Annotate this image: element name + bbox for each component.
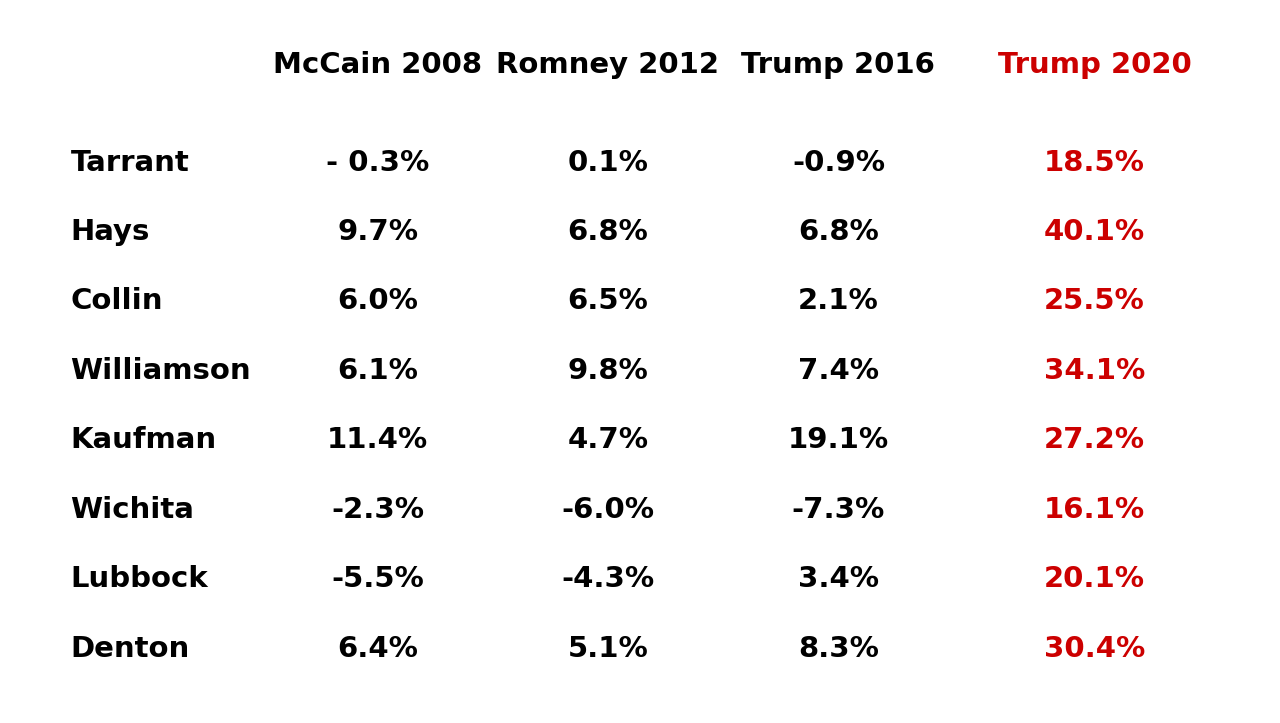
Text: 2.1%: 2.1%	[797, 288, 879, 315]
Text: 3.4%: 3.4%	[797, 565, 879, 593]
Text: 9.7%: 9.7%	[337, 218, 419, 246]
Text: Hays: Hays	[70, 218, 150, 246]
Text: 9.8%: 9.8%	[567, 357, 649, 385]
Text: 7.4%: 7.4%	[797, 357, 879, 385]
Text: Denton: Denton	[70, 635, 189, 662]
Text: 20.1%: 20.1%	[1044, 565, 1144, 593]
Text: 25.5%: 25.5%	[1044, 288, 1144, 315]
Text: 16.1%: 16.1%	[1043, 496, 1146, 523]
Text: 6.8%: 6.8%	[797, 218, 879, 246]
Text: -6.0%: -6.0%	[562, 496, 654, 523]
Text: Trump 2020: Trump 2020	[997, 51, 1192, 79]
Text: -2.3%: -2.3%	[332, 496, 424, 523]
Text: Wichita: Wichita	[70, 496, 195, 523]
Text: 6.4%: 6.4%	[337, 635, 419, 662]
Text: -7.3%: -7.3%	[792, 496, 884, 523]
Text: Williamson: Williamson	[70, 357, 251, 385]
Text: Trump 2016: Trump 2016	[741, 51, 936, 79]
Text: -4.3%: -4.3%	[562, 565, 654, 593]
Text: 30.4%: 30.4%	[1043, 635, 1146, 662]
Text: Collin: Collin	[70, 288, 163, 315]
Text: 0.1%: 0.1%	[567, 149, 649, 176]
Text: 6.0%: 6.0%	[337, 288, 419, 315]
Text: 19.1%: 19.1%	[787, 427, 890, 454]
Text: 11.4%: 11.4%	[326, 427, 429, 454]
Text: 34.1%: 34.1%	[1043, 357, 1146, 385]
Text: 8.3%: 8.3%	[797, 635, 879, 662]
Text: Romney 2012: Romney 2012	[497, 51, 719, 79]
Text: 27.2%: 27.2%	[1044, 427, 1144, 454]
Text: 5.1%: 5.1%	[567, 635, 649, 662]
Text: Tarrant: Tarrant	[70, 149, 189, 176]
Text: McCain 2008: McCain 2008	[273, 51, 483, 79]
Text: 4.7%: 4.7%	[567, 427, 649, 454]
Text: 6.1%: 6.1%	[337, 357, 419, 385]
Text: 40.1%: 40.1%	[1043, 218, 1146, 246]
Text: Kaufman: Kaufman	[70, 427, 216, 454]
Text: Lubbock: Lubbock	[70, 565, 209, 593]
Text: 6.8%: 6.8%	[567, 218, 649, 246]
Text: -0.9%: -0.9%	[792, 149, 884, 176]
Text: -5.5%: -5.5%	[332, 565, 424, 593]
Text: - 0.3%: - 0.3%	[326, 149, 429, 176]
Text: 18.5%: 18.5%	[1044, 149, 1144, 176]
Text: 6.5%: 6.5%	[567, 288, 649, 315]
